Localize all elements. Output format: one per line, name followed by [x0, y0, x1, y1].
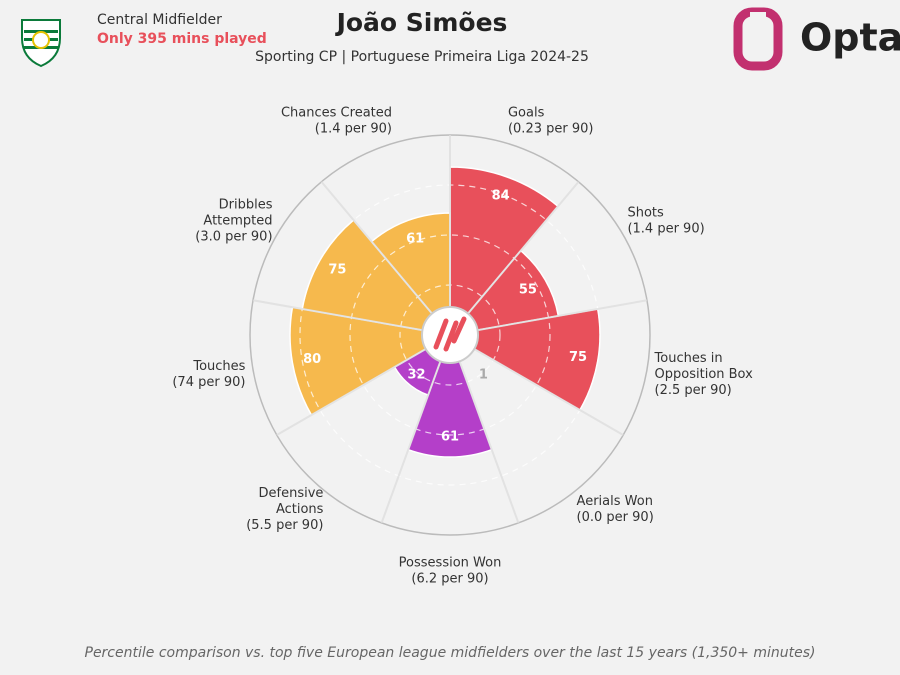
spoke	[449, 181, 580, 336]
value-label: 55	[519, 283, 537, 298]
spoke	[449, 299, 648, 336]
value-label: 75	[569, 350, 587, 365]
opta-logo: Opta	[733, 7, 900, 71]
wedge	[407, 332, 493, 458]
wedge	[370, 212, 451, 338]
per90-label: (5.5 per 90)	[246, 518, 323, 533]
value-label: 75	[328, 263, 346, 278]
wedge	[289, 306, 453, 417]
spoke	[276, 334, 451, 436]
value-label: 32	[408, 367, 426, 382]
brand: Opta	[800, 16, 900, 60]
per90-label: (3.0 per 90)	[195, 230, 272, 245]
wedge	[448, 249, 560, 337]
category-label: Dribbles	[219, 198, 273, 213]
value-label: 61	[441, 430, 459, 445]
category-label: Touches	[192, 359, 245, 374]
value-label: 61	[406, 232, 424, 247]
value-label: 1	[479, 367, 488, 382]
category-label: Aerials Won	[577, 494, 653, 509]
category-label: Touches in	[654, 351, 723, 366]
category-label: Actions	[276, 502, 324, 517]
spoke	[380, 334, 451, 524]
center-logo-mark	[433, 316, 467, 352]
spoke	[449, 334, 520, 524]
per90-label: (0.23 per 90)	[508, 121, 594, 136]
value-label: 84	[492, 188, 510, 203]
club-crest	[21, 19, 61, 68]
per90-label: (1.4 per 90)	[627, 222, 704, 237]
per90-label: (6.2 per 90)	[411, 572, 488, 587]
per90-label: (74 per 90)	[172, 375, 245, 390]
category-label: Chances Created	[281, 105, 392, 120]
chart-subtitle: Sporting CP | Portuguese Primeira Liga 2…	[255, 49, 589, 65]
category-label: Possession Won	[399, 556, 502, 571]
category-label: Shots	[627, 206, 664, 221]
spoke	[320, 181, 451, 336]
category-label: Opposition Box	[655, 367, 754, 382]
category-label: Defensive	[259, 486, 324, 501]
category-label: Goals	[508, 105, 545, 120]
footnote: Percentile comparison vs. top five Europ…	[85, 645, 816, 661]
chart-title: João Simões	[335, 8, 508, 37]
spoke	[252, 299, 451, 336]
per90-label: (1.4 per 90)	[315, 121, 392, 136]
per90-label: (0.0 per 90)	[577, 510, 654, 525]
category-label: Attempted	[203, 214, 272, 229]
ring	[349, 234, 551, 436]
per90-label: (2.5 per 90)	[655, 383, 732, 398]
spoke	[449, 334, 624, 436]
value-label: 80	[303, 352, 321, 367]
position: Central Midfielder	[97, 12, 222, 28]
minutes-note: Only 395 mins played	[97, 31, 267, 47]
